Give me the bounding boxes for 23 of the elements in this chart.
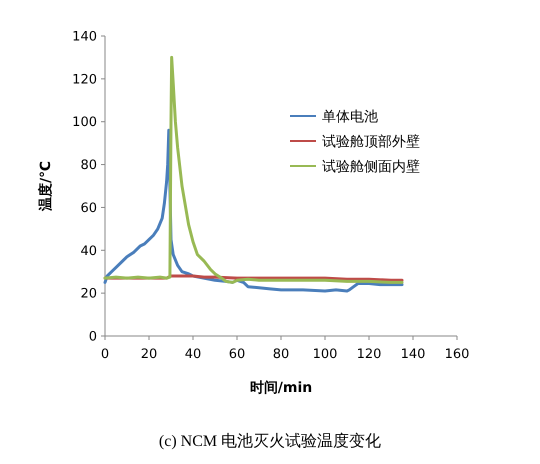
x-axis-title: 时间/min [250, 380, 312, 396]
x-tick-label: 20 [140, 347, 158, 362]
x-tick-label: 160 [444, 347, 470, 362]
y-tick-label: 40 [80, 244, 97, 259]
x-tick-label: 140 [400, 347, 426, 362]
y-tick-label: 0 [88, 330, 97, 344]
x-tick-label: 40 [184, 347, 202, 362]
y-tick-label: 20 [80, 286, 97, 302]
x-tick-label: 60 [228, 347, 246, 362]
y-axis-title: 温度/℃ [37, 160, 54, 212]
y-tick-label: 80 [80, 158, 97, 174]
legend-label: 单体电池 [322, 109, 378, 125]
y-tick-label: 120 [72, 72, 97, 88]
x-tick-label: 120 [356, 347, 382, 362]
y-tick-label: 140 [72, 30, 97, 44]
x-tick-label: 0 [100, 347, 110, 362]
y-tick-label: 100 [72, 115, 97, 130]
y-tick-label: 60 [80, 200, 97, 216]
x-tick-label: 100 [312, 347, 338, 362]
x-tick-label: 80 [272, 347, 290, 362]
text: (c) NCM 电池灭火试验温度变化 [158, 432, 382, 450]
legend-label: 试验舱侧面内壁 [322, 159, 420, 175]
legend-label: 试验舱顶部外壁 [322, 134, 420, 150]
